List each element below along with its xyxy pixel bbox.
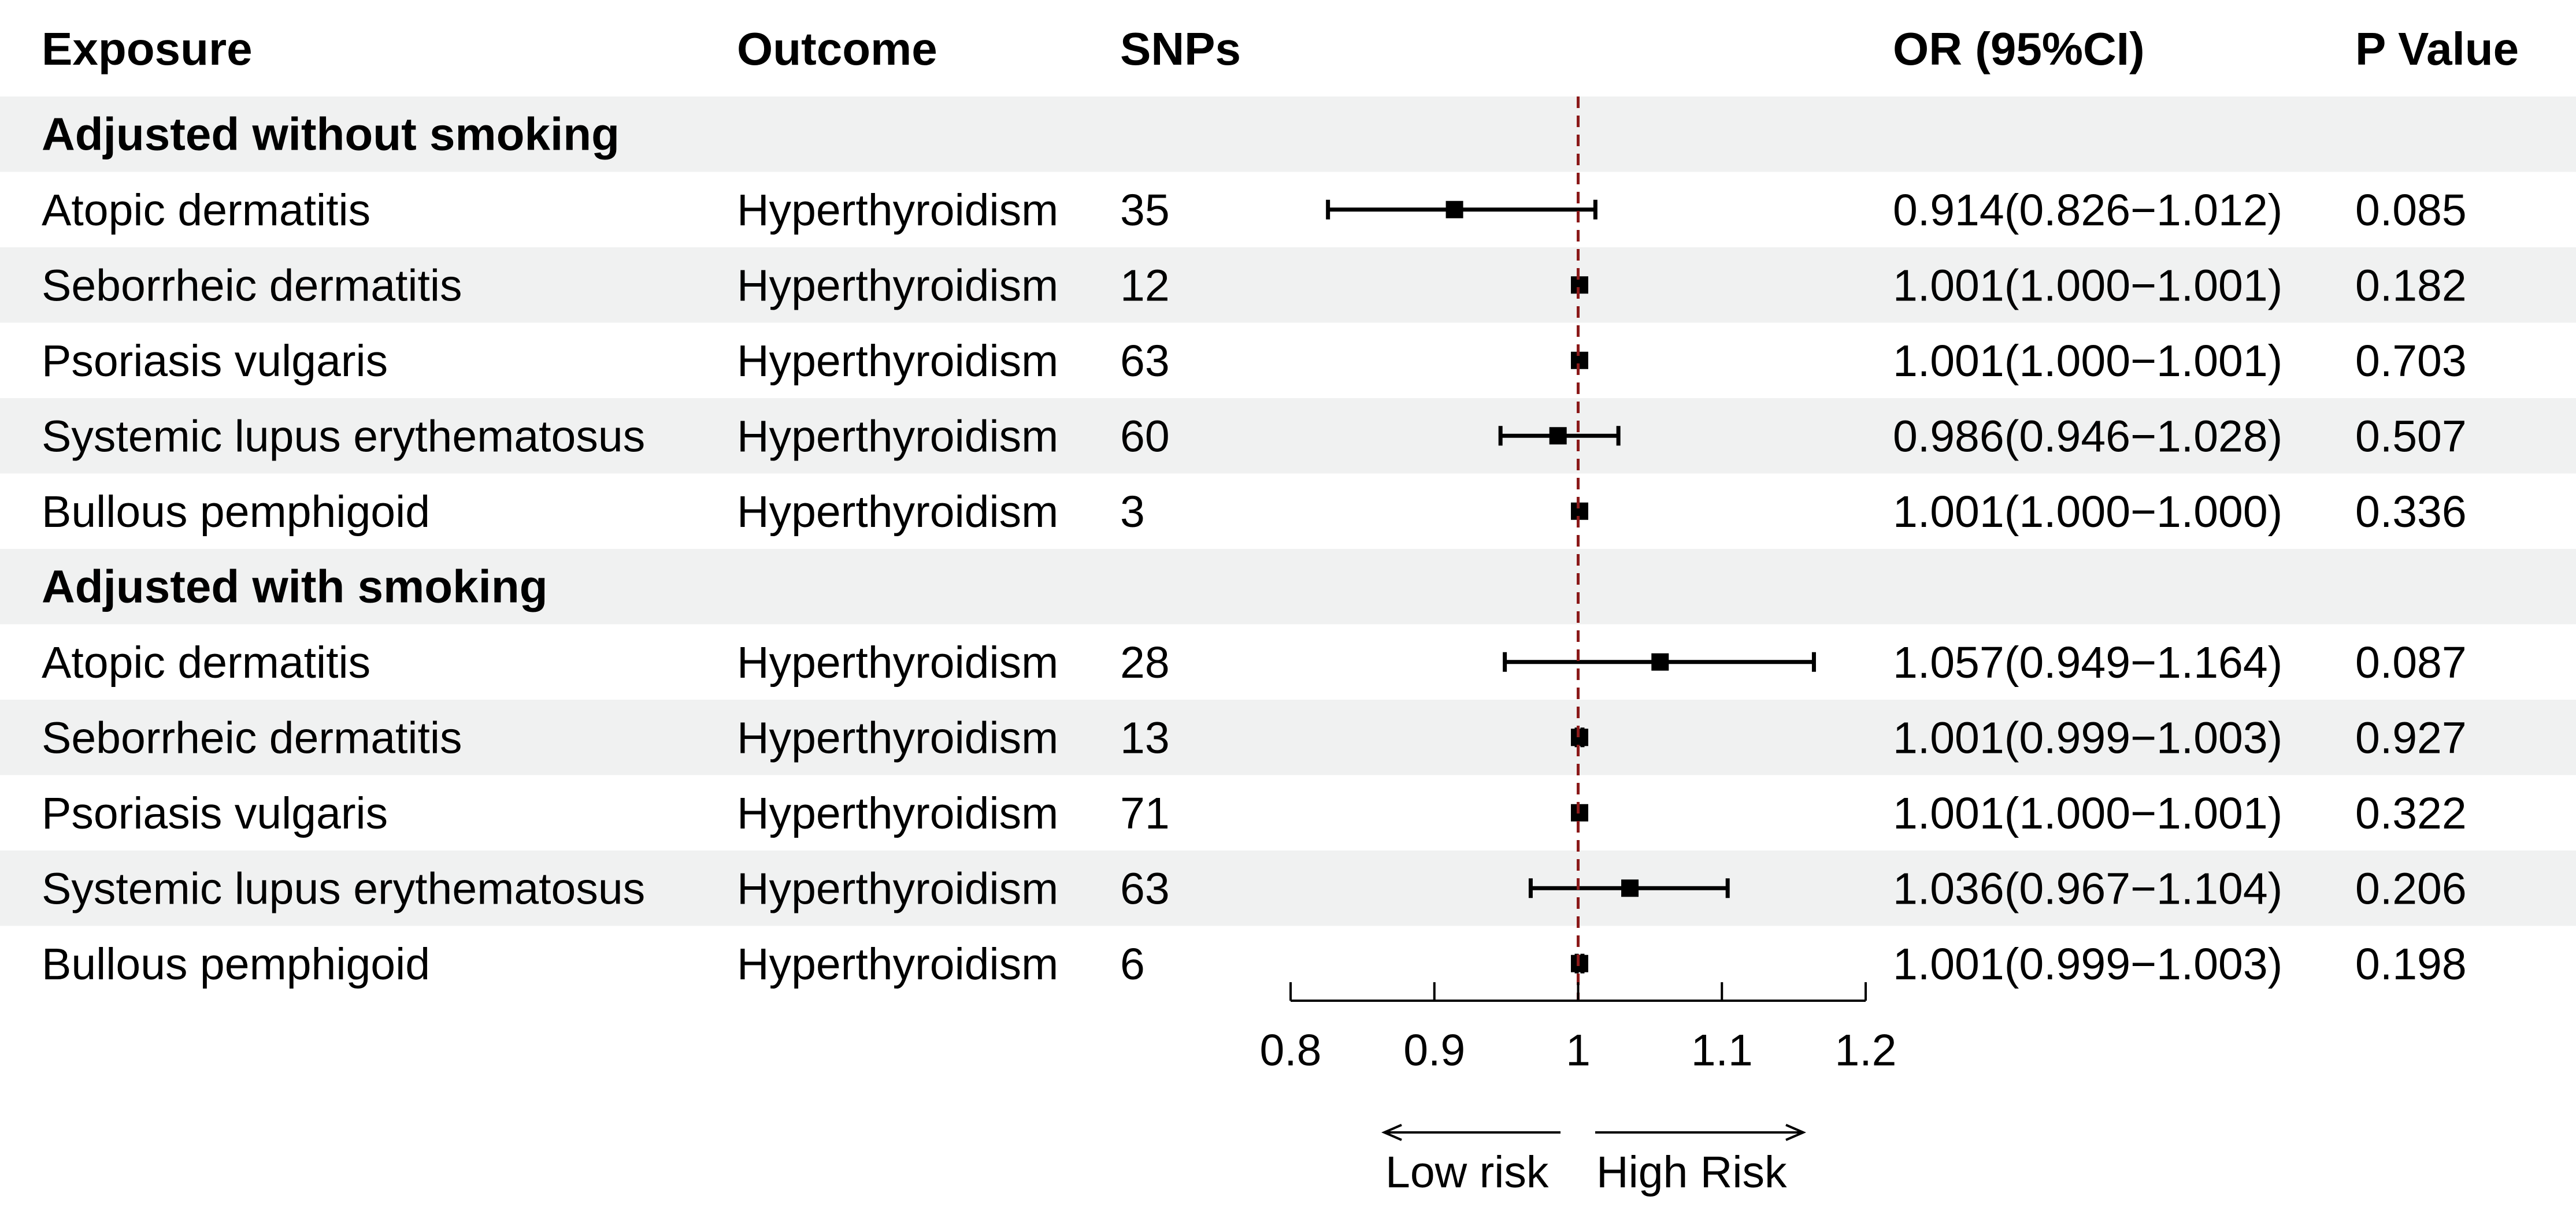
outcome-cell: Hyperthyroidism	[737, 789, 1058, 838]
outcome-cell: Hyperthyroidism	[737, 638, 1058, 688]
or-point	[1621, 879, 1639, 897]
outcome-cell: Hyperthyroidism	[737, 939, 1058, 989]
or-ci-cell: 1.001(1.000−1.000)	[1893, 487, 2282, 537]
row-stripe	[0, 700, 2576, 775]
low-risk-label: Low risk	[1385, 1147, 1549, 1197]
exposure-cell: Atopic dermatitis	[42, 638, 370, 688]
or-point	[1549, 427, 1567, 445]
forest-marks	[1326, 96, 1816, 1001]
p-value-cell: 0.198	[2355, 939, 2467, 989]
or-ci-cell: 1.001(0.999−1.003)	[1893, 713, 2282, 763]
low-risk-arrowhead	[1381, 1124, 1402, 1141]
exposure-cell: Atopic dermatitis	[42, 185, 370, 235]
row-stripe	[0, 96, 2576, 172]
snps-cell: 63	[1120, 864, 1170, 913]
or-ci-cell: 1.001(1.000−1.001)	[1893, 261, 2282, 310]
row-stripe	[0, 247, 2576, 323]
row-stripe	[0, 549, 2576, 625]
outcome-cell: Hyperthyroidism	[737, 713, 1058, 763]
outcome-cell: Hyperthyroidism	[737, 336, 1058, 386]
row-stripes	[0, 96, 2576, 926]
p-value-cell: 0.336	[2355, 487, 2467, 537]
outcome-cell: Hyperthyroidism	[737, 261, 1058, 310]
header-or-ci: OR (95%CI)	[1893, 23, 2145, 75]
or-ci-cell: 1.057(0.949−1.164)	[1893, 638, 2282, 688]
p-value-cell: 0.927	[2355, 713, 2467, 763]
p-value-cell: 0.206	[2355, 864, 2467, 913]
or-ci-cell: 1.001(1.000−1.001)	[1893, 336, 2282, 386]
table-rows: Adjusted without smoking Atopic dermatiti…	[42, 108, 2467, 989]
exposure-cell: Seborrheic dermatitis	[42, 713, 462, 763]
p-value-cell: 0.703	[2355, 336, 2467, 386]
exposure-cell: Systemic lupus erythematosus	[42, 411, 645, 461]
snps-cell: 60	[1120, 411, 1170, 461]
outcome-cell: Hyperthyroidism	[737, 487, 1058, 537]
x-tick-label: 1.1	[1691, 1026, 1753, 1075]
high-risk-label: High Risk	[1596, 1147, 1787, 1197]
or-ci-cell: 0.914(0.826−1.012)	[1893, 185, 2282, 235]
snps-cell: 28	[1120, 638, 1170, 688]
header-p-value: P Value	[2355, 23, 2519, 75]
x-tick-label: 0.8	[1259, 1026, 1321, 1075]
or-point	[1445, 200, 1463, 218]
column-headers: Exposure Outcome SNPs OR (95%CI) P Value	[42, 23, 2519, 75]
snps-cell: 13	[1120, 713, 1170, 763]
row-stripe	[0, 850, 2576, 926]
exposure-cell: Bullous pemphigoid	[42, 487, 430, 537]
header-outcome: Outcome	[737, 23, 937, 75]
x-tick-label: 1	[1566, 1026, 1591, 1075]
outcome-cell: Hyperthyroidism	[737, 864, 1058, 913]
p-value-cell: 0.507	[2355, 411, 2467, 461]
exposure-cell: Psoriasis vulgaris	[42, 789, 388, 838]
or-point	[1651, 653, 1669, 671]
exposure-cell: Seborrheic dermatitis	[42, 261, 462, 310]
snps-cell: 71	[1120, 789, 1170, 838]
x-axis: 0.8 0.9 1 1.1 1.2	[1259, 982, 1897, 1075]
p-value-cell: 0.087	[2355, 638, 2467, 688]
exposure-cell: Bullous pemphigoid	[42, 939, 430, 989]
header-exposure: Exposure	[42, 23, 253, 75]
p-value-cell: 0.085	[2355, 185, 2467, 235]
high-risk-arrowhead	[1785, 1124, 1807, 1141]
section-title: Adjusted without smoking	[42, 108, 620, 159]
or-ci-cell: 1.001(1.000−1.001)	[1893, 789, 2282, 838]
row-stripe	[0, 398, 2576, 474]
or-ci-cell: 0.986(0.946−1.028)	[1893, 411, 2282, 461]
snps-cell: 63	[1120, 336, 1170, 386]
or-ci-cell: 1.036(0.967−1.104)	[1893, 864, 2282, 913]
x-tick-label: 1.2	[1834, 1026, 1896, 1075]
section-title: Adjusted with smoking	[42, 560, 548, 612]
snps-cell: 3	[1120, 487, 1145, 537]
outcome-cell: Hyperthyroidism	[737, 185, 1058, 235]
header-snps: SNPs	[1120, 23, 1241, 75]
p-value-cell: 0.322	[2355, 789, 2467, 838]
snps-cell: 12	[1120, 261, 1170, 310]
or-ci-cell: 1.001(0.999−1.003)	[1893, 939, 2282, 989]
p-value-cell: 0.182	[2355, 261, 2467, 310]
snps-cell: 35	[1120, 185, 1170, 235]
exposure-cell: Systemic lupus erythematosus	[42, 864, 645, 913]
outcome-cell: Hyperthyroidism	[737, 411, 1058, 461]
x-tick-label: 0.9	[1403, 1026, 1465, 1075]
exposure-cell: Psoriasis vulgaris	[42, 336, 388, 386]
risk-legend: Low risk High Risk	[1381, 1124, 1807, 1197]
snps-cell: 6	[1120, 939, 1145, 989]
